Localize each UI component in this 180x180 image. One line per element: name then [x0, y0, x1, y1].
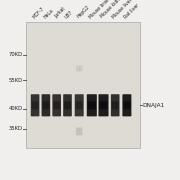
Bar: [26, 22, 140, 148]
FancyBboxPatch shape: [31, 94, 39, 116]
FancyBboxPatch shape: [79, 66, 82, 71]
FancyBboxPatch shape: [63, 94, 72, 116]
Text: Mouse kidney: Mouse kidney: [100, 0, 126, 19]
FancyBboxPatch shape: [76, 101, 83, 109]
FancyBboxPatch shape: [53, 101, 60, 109]
Text: Mouse brain: Mouse brain: [88, 0, 112, 19]
Text: U87: U87: [64, 9, 74, 19]
Text: Jurkat: Jurkat: [53, 7, 66, 19]
Text: DNAJA1: DNAJA1: [142, 103, 165, 108]
FancyBboxPatch shape: [99, 101, 108, 109]
FancyBboxPatch shape: [52, 94, 61, 116]
FancyBboxPatch shape: [123, 101, 130, 109]
Text: MCF-7: MCF-7: [31, 6, 45, 19]
FancyBboxPatch shape: [42, 101, 49, 109]
Text: Rat liver: Rat liver: [123, 2, 140, 19]
Text: 55KD: 55KD: [8, 78, 22, 83]
Text: 35KD: 35KD: [8, 126, 22, 131]
FancyBboxPatch shape: [32, 101, 39, 109]
FancyBboxPatch shape: [122, 94, 131, 116]
Text: HeLa: HeLa: [42, 8, 54, 19]
FancyBboxPatch shape: [42, 94, 50, 116]
FancyBboxPatch shape: [87, 94, 97, 116]
Text: Mouse liver: Mouse liver: [112, 0, 134, 19]
FancyBboxPatch shape: [112, 101, 119, 109]
FancyBboxPatch shape: [88, 101, 96, 109]
FancyBboxPatch shape: [64, 101, 71, 109]
FancyBboxPatch shape: [111, 94, 120, 116]
FancyBboxPatch shape: [75, 94, 84, 116]
Text: 40KD: 40KD: [8, 106, 22, 111]
FancyBboxPatch shape: [76, 66, 80, 71]
Text: HepG2: HepG2: [76, 5, 90, 19]
Text: 70KD: 70KD: [8, 52, 22, 57]
FancyBboxPatch shape: [98, 94, 109, 116]
FancyBboxPatch shape: [76, 127, 82, 135]
